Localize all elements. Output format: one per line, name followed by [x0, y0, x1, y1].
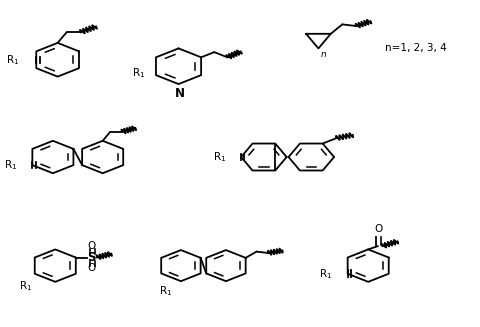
- Text: R$_1$: R$_1$: [319, 267, 332, 281]
- Text: n: n: [320, 50, 326, 59]
- Text: O: O: [374, 224, 382, 234]
- Text: R$_1$: R$_1$: [19, 280, 32, 293]
- Text: R$_1$: R$_1$: [159, 284, 172, 298]
- Text: N: N: [174, 87, 184, 100]
- Text: R$_1$: R$_1$: [132, 67, 145, 80]
- Text: R$_1$: R$_1$: [212, 150, 226, 164]
- Text: R$_1$: R$_1$: [6, 53, 20, 67]
- Text: O: O: [87, 241, 96, 251]
- Text: R$_1$: R$_1$: [4, 158, 17, 172]
- Text: O: O: [87, 263, 96, 273]
- Text: S: S: [87, 251, 96, 264]
- Text: n=1, 2, 3, 4: n=1, 2, 3, 4: [384, 43, 445, 53]
